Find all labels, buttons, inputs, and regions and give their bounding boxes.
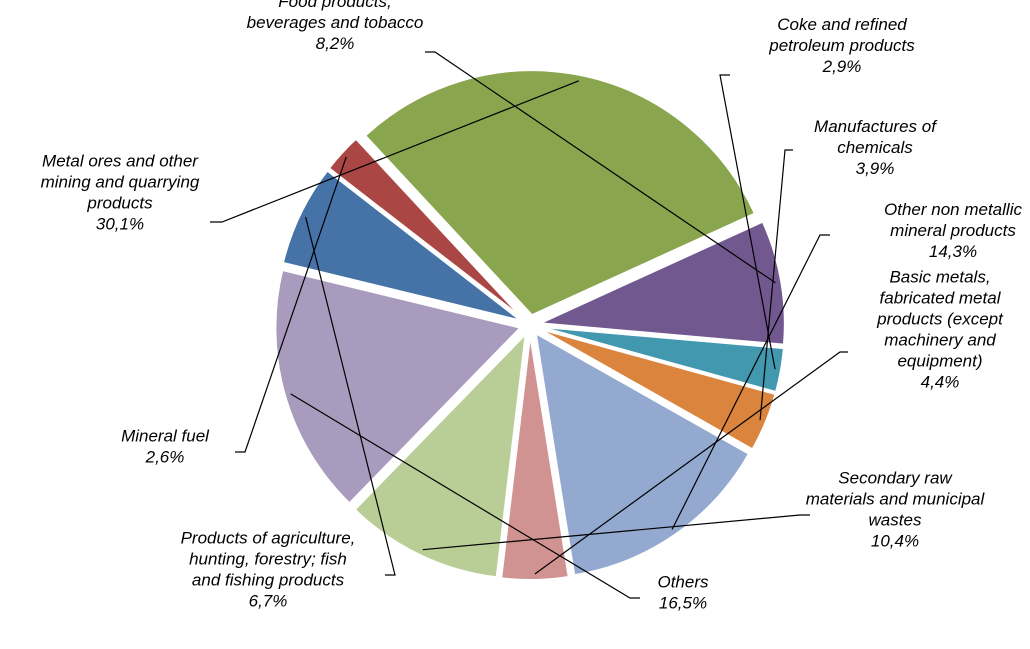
slice-category-label: materials and municipal (806, 490, 986, 509)
slice-label: Other non metallic mineral products 14,3% (884, 200, 1022, 261)
slice-category-label: Mineral fuel (121, 427, 210, 446)
slice-value-label: 2,6% (145, 448, 185, 467)
slice-value-label: 6,7% (249, 592, 288, 611)
slice-category-label: equipment) (897, 352, 982, 371)
leader-line (235, 156, 347, 453)
slice-category-label: beverages and tobacco (247, 13, 424, 32)
slice-category-label: chemicals (837, 138, 913, 157)
slice-label: Coke and refined petroleum products 2,9% (768, 15, 915, 76)
slice-value-label: 2,9% (822, 57, 862, 76)
slice-label: Basic metals, fabricated metal products (e… (876, 268, 1004, 392)
slice-label: Food products, beverages and tobacco 8,2% (247, 0, 424, 53)
slice-label: Products of agriculture, hunting, forestr… (181, 529, 356, 611)
leader-line (422, 514, 810, 551)
pie-slice (535, 220, 786, 346)
slice-category-label: Coke and refined (777, 15, 907, 34)
leader-line (534, 351, 848, 575)
slice-value-label: 16,5% (659, 594, 707, 613)
slice-category-label: Food products, (278, 0, 391, 11)
slice-value-label: 10,4% (871, 532, 919, 551)
slice-labels: Coke and refined petroleum products 2,9% Ma… (41, 0, 1023, 613)
leader-line (290, 393, 640, 599)
pie-slice (538, 327, 777, 451)
slice-label: Others 16,5% (657, 573, 709, 613)
slice-value-label: 14,3% (929, 242, 977, 261)
slice-value-label: 30,1% (96, 215, 144, 234)
pie-slice (363, 69, 757, 317)
slice-value-label: 4,4% (921, 373, 960, 392)
slice-label: Metal ores and other mining and quarrying… (41, 152, 200, 234)
slice-category-label: products (86, 194, 153, 213)
slice-category-label: Metal ores and other (42, 152, 199, 171)
slice-category-label: products (except (876, 310, 1004, 329)
slice-label: Manufactures of chemicals 3,9% (814, 117, 938, 178)
pie-slices (274, 69, 786, 581)
slice-category-label: hunting, forestry; fish (189, 550, 347, 569)
slice-category-label: machinery and (884, 331, 996, 350)
pie-slice (534, 331, 751, 577)
slice-category-label: petroleum products (768, 36, 915, 55)
leader-line (425, 51, 776, 284)
pie-slice (500, 334, 570, 581)
leader-line (671, 234, 830, 530)
slice-category-label: fabricated metal (880, 289, 1002, 308)
slice-category-label: Products of agriculture, (181, 529, 356, 548)
slice-value-label: 3,9% (856, 159, 895, 178)
leader-line (305, 216, 396, 576)
slice-category-label: and fishing products (192, 571, 345, 590)
leader-lines (210, 51, 848, 599)
slice-label: Mineral fuel 2,6% (121, 427, 210, 467)
slice-value-label: 8,2% (316, 34, 355, 53)
leader-line (759, 149, 793, 421)
pie-slice (327, 137, 524, 320)
pie-slice (539, 325, 785, 394)
slice-category-label: mining and quarrying (41, 173, 200, 192)
slice-label: Secondary raw materials and municipal wast… (806, 469, 986, 551)
slice-category-label: wastes (869, 511, 922, 530)
slice-category-label: Other non metallic (884, 200, 1022, 219)
slice-category-label: Others (657, 573, 709, 592)
leader-line (210, 80, 580, 223)
leader-line (719, 74, 776, 370)
slice-category-label: Basic metals, (889, 268, 990, 287)
pie-slice (281, 169, 522, 322)
pie-slice (274, 268, 523, 505)
slice-category-label: Manufactures of (814, 117, 938, 136)
pie-slice (353, 331, 528, 579)
slice-category-label: Secondary raw (838, 469, 953, 488)
slice-category-label: mineral products (890, 221, 1016, 240)
